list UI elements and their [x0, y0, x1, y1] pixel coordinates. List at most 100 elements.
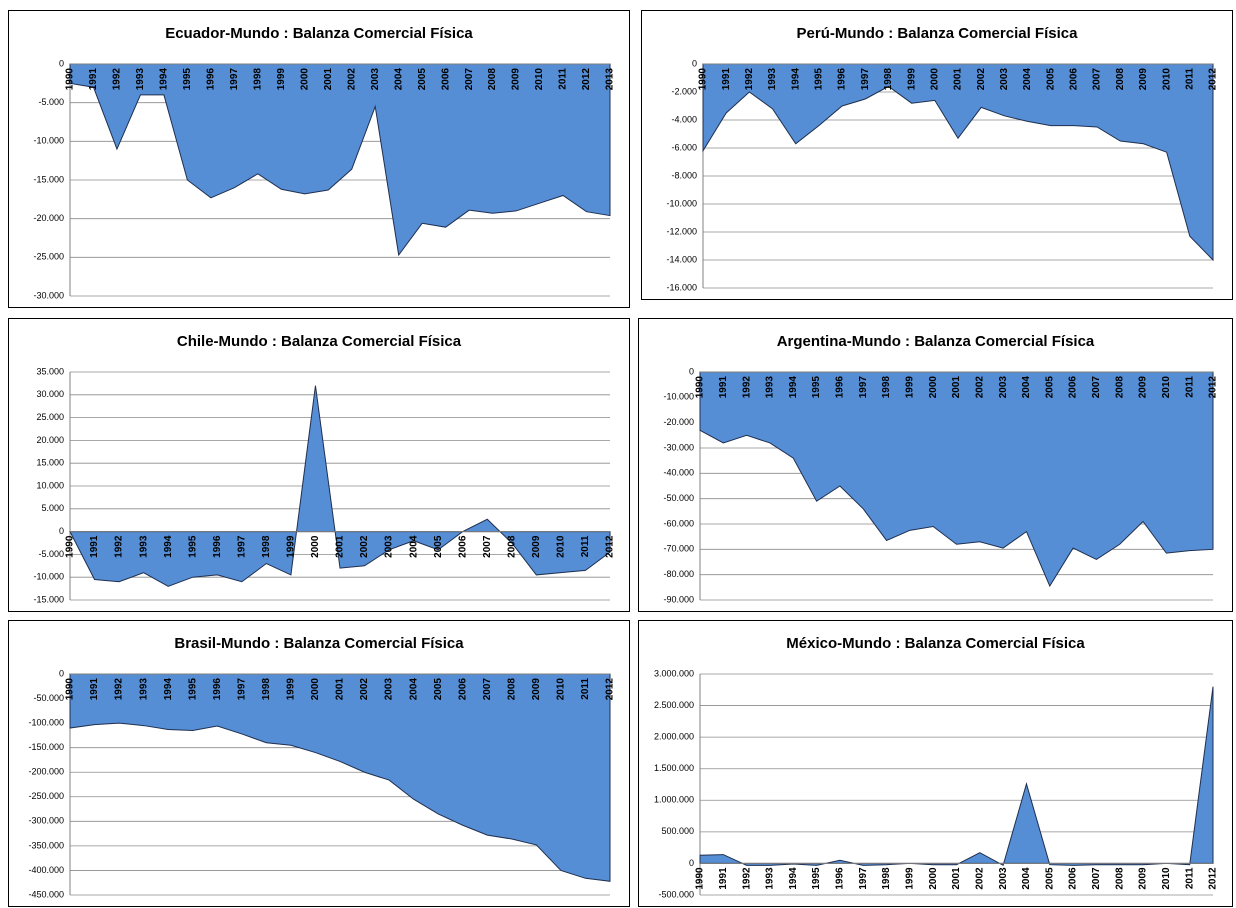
x-tick-label: 2004	[1022, 68, 1033, 91]
x-tick-label: 2000	[929, 68, 940, 91]
y-tick-label: -10.000	[33, 572, 64, 582]
x-tick-label: 2001	[335, 678, 346, 701]
y-tick-label: -200.000	[28, 767, 64, 777]
x-tick-label: 1994	[163, 535, 174, 558]
x-tick-label: 1999	[906, 68, 917, 91]
x-tick-label: 2002	[346, 68, 357, 91]
x-tick-label: 1999	[905, 867, 916, 890]
y-tick-label: -90.000	[663, 594, 694, 604]
x-tick-label: 2001	[951, 376, 962, 399]
chart-title: Chile-Mundo : Balanza Comercial Física	[177, 333, 462, 350]
chart-title: Argentina-Mundo : Balanza Comercial Físi…	[777, 333, 1095, 350]
y-tick-label: -14.000	[666, 254, 697, 264]
x-tick-label: 2004	[408, 535, 419, 558]
y-tick-label: -5.000	[38, 97, 64, 107]
panel-border	[638, 620, 1233, 907]
x-tick-label: 1994	[159, 68, 170, 91]
x-tick-label: 1998	[881, 867, 892, 890]
y-tick-label: -100.000	[28, 717, 64, 727]
area	[702, 63, 1214, 262]
x-tick-label: 1998	[881, 376, 892, 399]
x-tick-label: 2007	[1091, 376, 1102, 399]
y-tick-label: 0	[692, 58, 697, 68]
x-tick-label: 2009	[531, 678, 542, 701]
chart-title: Brasil-Mundo : Balanza Comercial Física	[174, 635, 464, 652]
x-tick-label: 2010	[556, 535, 567, 558]
x-tick-label: 1997	[860, 68, 871, 91]
x-tick-label: 1994	[163, 678, 174, 701]
chart-panel: Brasil-Mundo : Balanza Comercial Física 0…	[8, 620, 630, 907]
x-tick-label: 1995	[811, 867, 822, 890]
x-tick-label: 1999	[286, 535, 297, 558]
x-tick-label: 1990	[65, 68, 76, 91]
x-tick-label: 2007	[1092, 68, 1103, 91]
y-tick-label: -2.000	[671, 86, 697, 96]
x-tick-label: 1996	[212, 678, 223, 701]
y-tick-label: 2.000.000	[654, 732, 694, 742]
panel-border	[641, 10, 1233, 300]
y-tick-label: -50.000	[663, 493, 694, 503]
y-tick-label: -450.000	[28, 889, 64, 899]
x-tick-label: 1999	[905, 376, 916, 399]
x-tick-label: 2004	[1021, 867, 1032, 890]
chart-panel: Ecuador-Mundo : Balanza Comercial Física…	[8, 10, 630, 308]
x-tick-label: 1992	[741, 867, 752, 890]
y-tick-label: -150.000	[28, 742, 64, 752]
x-tick-label: 1999	[286, 678, 297, 701]
x-tick-label: 1996	[835, 867, 846, 890]
y-tick-label: -10.000	[33, 136, 64, 146]
y-tick-label: 15.000	[36, 458, 64, 468]
x-tick-label: 1996	[212, 535, 223, 558]
y-tick-label: -16.000	[666, 282, 697, 292]
x-tick-label: 1997	[858, 867, 869, 890]
x-tick-label: 2008	[506, 535, 517, 558]
y-tick-label: -40.000	[663, 468, 694, 478]
y-tick-label: -10.000	[663, 392, 694, 402]
x-tick-label: 2008	[1114, 376, 1125, 399]
x-tick-label: 1992	[114, 678, 125, 701]
x-tick-label: 2000	[928, 867, 939, 890]
x-tick-label: 1992	[112, 68, 123, 91]
x-tick-label: 2007	[482, 678, 493, 701]
y-tick-label: 30.000	[36, 389, 64, 399]
x-tick-label: 2008	[487, 68, 498, 91]
x-tick-label: 1993	[767, 68, 778, 91]
chart-title: Perú-Mundo : Balanza Comercial Física	[797, 25, 1079, 42]
y-tick-label: -30.000	[663, 442, 694, 452]
y-tick-label: -20.000	[663, 417, 694, 427]
x-tick-label: 2002	[976, 68, 987, 91]
x-tick-label: 2003	[998, 867, 1009, 890]
x-tick-label: 1995	[814, 68, 825, 91]
x-tick-label: 2007	[1091, 867, 1102, 890]
x-tick-label: 2011	[558, 68, 569, 90]
x-tick-label: 2005	[433, 535, 444, 558]
x-tick-label: 2000	[928, 376, 939, 399]
x-tick-label: 2002	[359, 678, 370, 701]
x-tick-label: 2010	[1161, 68, 1172, 91]
x-tick-label: 2008	[506, 678, 517, 701]
y-tick-label: -50.000	[33, 693, 64, 703]
y-tick-label: 0	[689, 366, 694, 376]
x-tick-label: 2005	[1044, 867, 1055, 890]
x-tick-label: 1990	[698, 68, 709, 91]
x-tick-label: 1997	[858, 376, 869, 399]
x-tick-label: 1990	[65, 678, 76, 701]
area	[69, 385, 611, 587]
x-tick-label: 1991	[721, 68, 732, 91]
x-tick-label: 1994	[788, 376, 799, 399]
x-tick-label: 2012	[605, 678, 616, 701]
x-tick-label: 2006	[1069, 68, 1080, 91]
chart-title: Ecuador-Mundo : Balanza Comercial Física	[165, 25, 473, 42]
x-tick-label: 2012	[1208, 376, 1219, 399]
y-tick-label: -15.000	[33, 594, 64, 604]
x-tick-label: 2006	[457, 535, 468, 558]
y-tick-label: -5.000	[38, 549, 64, 559]
x-tick-label: 1993	[765, 376, 776, 399]
x-tick-label: 1996	[206, 68, 217, 91]
y-tick-label: 0	[59, 58, 64, 68]
y-tick-label: 0	[59, 526, 64, 536]
x-tick-label: 2011	[1184, 867, 1195, 889]
x-tick-label: 1997	[236, 535, 247, 558]
x-tick-label: 2005	[1045, 68, 1056, 91]
